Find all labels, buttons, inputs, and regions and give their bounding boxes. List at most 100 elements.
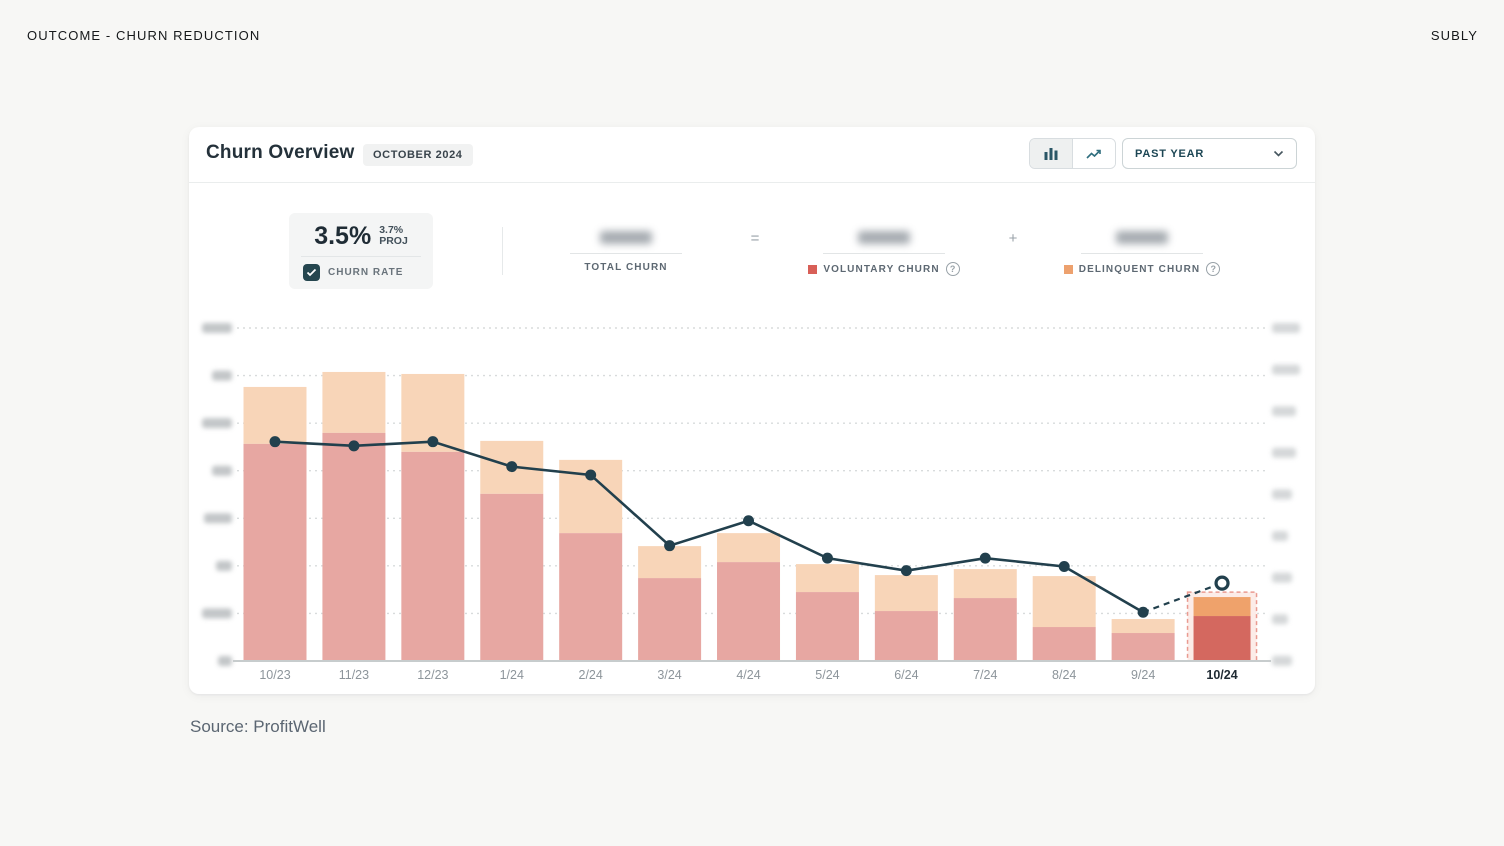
voluntary-bar-projected — [1193, 616, 1251, 661]
churn-rate-box: 3.5% 3.7% PROJ CHURN RATE — [289, 213, 433, 289]
delinquent-churn-label: DELINQUENT CHURN — [1078, 263, 1201, 275]
x-axis-label: 10/23 — [259, 668, 290, 682]
y-axis-left-tick-blurred — [204, 513, 232, 524]
churn-rate-point-projected — [1214, 575, 1230, 591]
divider — [301, 256, 421, 257]
churn-rate-point — [743, 515, 755, 527]
chevron-down-icon — [1273, 150, 1284, 157]
y-axis-left-tick-blurred — [202, 323, 232, 333]
delinquent-bar — [638, 546, 702, 579]
source-text: Source: ProfitWell — [190, 717, 326, 736]
churn-rate-point — [427, 436, 439, 448]
divider — [570, 253, 682, 254]
x-axis-label: 11/23 — [339, 668, 369, 682]
voluntary-bar — [1111, 633, 1175, 661]
y-axis-right-tick-blurred — [1272, 655, 1292, 666]
voluntary-churn-label: VOLUNTARY CHURN — [823, 263, 940, 275]
x-axis-label: 12/23 — [417, 668, 448, 682]
delinquent-churn-stat: DELINQUENT CHURN ? — [1032, 223, 1252, 276]
line-view-button[interactable] — [1072, 139, 1115, 168]
voluntary-bar — [1032, 627, 1096, 661]
churn-rate-point — [348, 440, 360, 452]
x-axis-label: 3/24 — [657, 668, 681, 682]
churn-rate-point — [979, 552, 991, 564]
churn-rate-projection: 3.7% PROJ — [379, 223, 408, 247]
voluntary-churn-stat: VOLUNTARY CHURN ? — [774, 223, 994, 276]
brand: SUBLY — [1430, 28, 1478, 43]
voluntary-bar — [480, 493, 544, 661]
delinquent-bar — [322, 371, 386, 433]
y-axis-left-tick-blurred — [202, 418, 232, 429]
y-axis-left-tick-blurred — [216, 560, 232, 571]
voluntary-churn-swatch-icon — [808, 264, 818, 274]
help-icon[interactable]: ? — [1206, 262, 1221, 276]
churn-overview-card: Churn Overview OCTOBER 2024 PAST YEAR — [189, 127, 1315, 694]
y-axis-right-tick-blurred — [1272, 447, 1296, 458]
churn-rate-checkbox-label: CHURN RATE — [328, 267, 404, 278]
churn-rate-point — [1137, 606, 1149, 618]
delinquent-bar — [953, 569, 1017, 599]
delinquent-bar — [1032, 576, 1096, 628]
churn-rate-checkbox[interactable] — [303, 264, 320, 281]
range-select[interactable]: PAST YEAR — [1122, 138, 1297, 169]
equals-sign: = — [750, 230, 760, 247]
y-axis-left-tick-blurred — [212, 370, 232, 381]
voluntary-bar — [243, 443, 307, 661]
page-heading: OUTCOME - CHURN REDUCTION — [27, 28, 261, 43]
check-icon — [306, 268, 317, 277]
x-axis-label: 5/24 — [815, 668, 839, 682]
period-badge: OCTOBER 2024 — [363, 144, 473, 166]
plus-sign: + — [1008, 230, 1018, 247]
total-churn-label: TOTAL CHURN — [584, 262, 668, 273]
x-axis-label: 6/24 — [894, 668, 918, 682]
y-axis-right-tick-blurred — [1272, 489, 1292, 500]
voluntary-bar — [638, 578, 702, 661]
bar-view-button[interactable] — [1030, 139, 1072, 168]
delinquent-bar — [795, 564, 859, 593]
voluntary-bar — [795, 592, 859, 661]
voluntary-bar — [874, 611, 938, 661]
card-header: Churn Overview OCTOBER 2024 PAST YEAR — [189, 127, 1315, 183]
x-axis-label: 9/24 — [1131, 668, 1155, 682]
delinquent-bar-projected — [1193, 597, 1251, 617]
divider — [1081, 253, 1203, 254]
churn-rate-point — [585, 469, 597, 481]
churn-rate-point — [269, 436, 281, 448]
y-axis-left-tick-blurred — [202, 608, 232, 619]
projection-value: 3.7% — [379, 224, 404, 236]
y-axis-right-tick-blurred — [1272, 572, 1292, 583]
voluntary-churn-value-blurred — [858, 231, 910, 244]
projection-label: PROJ — [379, 235, 408, 247]
churn-rate-point — [900, 565, 912, 577]
churn-rate-point — [664, 540, 676, 552]
x-axis-label: 10/24 — [1206, 668, 1237, 682]
delinquent-bar — [874, 575, 938, 612]
churn-rate-line — [274, 440, 1144, 614]
total-churn-value-blurred — [600, 231, 652, 244]
voluntary-bar — [559, 533, 623, 661]
y-axis-right-tick-blurred — [1272, 406, 1296, 417]
line-chart-icon — [1086, 149, 1101, 159]
y-axis-right-tick-blurred — [1272, 614, 1288, 625]
y-axis-left-tick-blurred — [218, 655, 232, 666]
voluntary-bar — [401, 451, 465, 661]
help-icon[interactable]: ? — [945, 262, 960, 276]
y-axis-right-tick-blurred — [1272, 531, 1288, 541]
total-churn-stat: TOTAL CHURN — [516, 223, 736, 273]
voluntary-bar — [717, 562, 781, 661]
y-axis-right-tick-blurred — [1272, 364, 1300, 375]
card-title: Churn Overview — [206, 142, 355, 163]
x-axis-label: 1/24 — [500, 668, 524, 682]
x-axis-label: 2/24 — [579, 668, 603, 682]
delinquent-bar — [1111, 619, 1175, 634]
churn-rate-point — [1058, 560, 1070, 572]
divider — [823, 253, 945, 254]
churn-rate-projection-line — [1142, 582, 1223, 614]
churn-chart: 10/23 11/23 12/23 1/24 2/24 3/24 4/24 5/24 6/24 7… — [202, 323, 1300, 682]
voluntary-bar — [953, 598, 1017, 661]
delinquent-churn-value-blurred — [1116, 231, 1168, 244]
y-axis-left-tick-blurred — [212, 465, 232, 476]
voluntary-bar — [322, 432, 386, 661]
churn-rate-point — [821, 552, 833, 564]
